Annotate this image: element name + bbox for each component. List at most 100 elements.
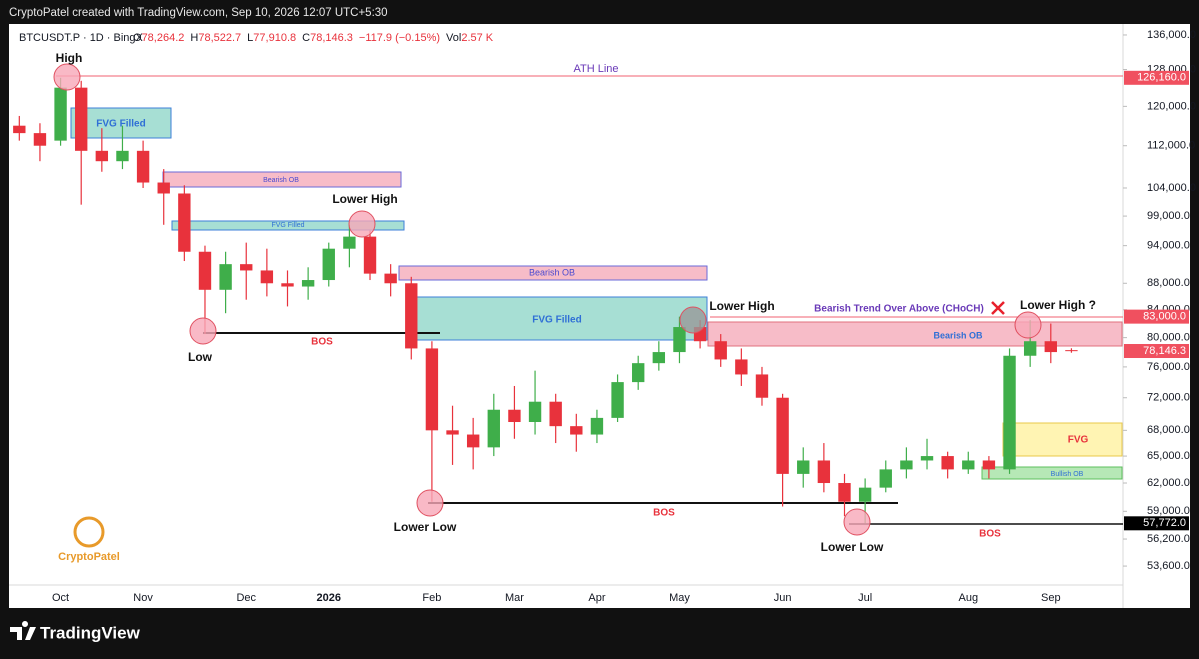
bearish-ob-zone <box>707 321 1123 347</box>
x-tick-label: Feb <box>422 592 441 604</box>
x-tick-label: Aug <box>958 592 978 604</box>
axes: 136,000.0128,000.0120,000.0112,000.0104,… <box>52 29 1196 604</box>
footer-logo: TradingView <box>10 621 141 642</box>
candle-body <box>941 456 954 470</box>
legend-value: 78,522.7 <box>198 32 241 44</box>
x-tick-label: Apr <box>588 592 605 604</box>
y-tick-label: 88,000.0 <box>1147 277 1190 289</box>
y-tick-label: 99,000.0 <box>1147 210 1190 222</box>
price-label: 57,772.0 <box>1143 517 1186 529</box>
candle-body <box>590 417 604 435</box>
bearish-ob-zone <box>162 171 402 188</box>
price-label-box <box>1124 309 1189 324</box>
legend-key: H <box>190 32 198 44</box>
zones <box>70 107 1123 480</box>
candle-body <box>487 409 500 448</box>
y-tick-label: 68,000.0 <box>1147 424 1190 436</box>
legend-key: Vol <box>446 32 461 44</box>
fvg-zone <box>70 107 172 139</box>
marker <box>1014 311 1042 339</box>
candle-body <box>652 352 666 364</box>
candle-body <box>178 193 191 252</box>
x-tick-label: Oct <box>52 592 69 604</box>
candle-body <box>136 150 150 183</box>
candle-body <box>260 270 274 284</box>
candle-body <box>962 460 975 470</box>
y-tick-label: 136,000.0 <box>1147 29 1196 41</box>
credit: CryptoPatel created with TradingView.com… <box>9 7 388 19</box>
annotation: BOS <box>979 529 1001 540</box>
price-label-box <box>1124 344 1189 359</box>
marker <box>53 63 81 91</box>
candle-body <box>281 283 294 287</box>
y-tick-label: 53,600.0 <box>1147 560 1190 572</box>
candle-body <box>776 397 789 474</box>
bullish-ob-zone <box>981 466 1123 480</box>
fvg-zone <box>1002 422 1123 457</box>
candle-body <box>240 264 253 271</box>
marker <box>189 317 217 345</box>
candle-body <box>611 382 624 418</box>
symbol: BTCUSDT.P · 1D · BingX <box>19 32 144 44</box>
candle-body <box>384 273 397 284</box>
candle-body <box>528 401 542 423</box>
annotation: Bearish OB <box>529 267 575 277</box>
x-tick-label: Nov <box>133 592 153 604</box>
y-tick-label: 112,000.0 <box>1147 140 1195 152</box>
x-tick-label: 2026 <box>317 592 341 604</box>
annotation: Bearish OB <box>933 330 983 340</box>
annotations: High ATH Line FVG Filled Bearish OB FVG Fill… <box>56 51 1096 563</box>
candle-body <box>1003 355 1016 470</box>
candle-body <box>1065 350 1078 352</box>
x-tick-label: Mar <box>505 592 524 604</box>
candles <box>13 77 1078 524</box>
annotation: ATH Line <box>573 63 618 75</box>
fvg-zone <box>171 220 405 231</box>
candle-body <box>570 426 583 435</box>
annotation: FVG Filled <box>96 119 145 130</box>
annotation: FVG <box>1068 435 1089 446</box>
candle-body <box>1044 341 1057 353</box>
candle-body <box>405 283 418 349</box>
candle-body <box>900 460 913 470</box>
annotation: Bearish Trend Over Above (CHoCH) <box>814 304 984 315</box>
candle-body <box>466 434 480 448</box>
logo-ring <box>73 516 105 548</box>
candle-body <box>343 236 356 249</box>
candle-body <box>75 87 88 151</box>
y-tick-label: 65,000.0 <box>1147 450 1190 462</box>
y-tick-label: 56,200.0 <box>1147 533 1190 545</box>
y-tick-label: 80,000.0 <box>1147 332 1190 344</box>
price-label: 78,146.3 <box>1143 345 1186 357</box>
brand: TradingView <box>40 623 141 642</box>
candle-body <box>157 182 170 194</box>
y-tick-label: 72,000.0 <box>1147 392 1190 404</box>
annotation: FVG Filled <box>271 222 304 229</box>
lines <box>56 75 1123 525</box>
annotation: FVG Filled <box>532 315 581 326</box>
candle-body <box>838 483 851 502</box>
annotation: Bullish OB <box>1051 471 1084 478</box>
candle-body <box>549 401 562 427</box>
candle-body <box>735 359 748 375</box>
candle-body <box>673 327 686 353</box>
y-tick-label: 104,000.0 <box>1147 182 1196 194</box>
candle-body <box>301 280 315 287</box>
x-tick-label: May <box>669 592 690 604</box>
annotation: BOS <box>311 337 333 348</box>
y-tick-label: 120,000.0 <box>1147 100 1196 112</box>
candle-body <box>982 460 996 470</box>
candle-body <box>33 133 47 146</box>
legend-value: 77,910.8 <box>253 32 296 44</box>
annotation: BOS <box>653 508 675 519</box>
ohlc-legend: O78,264.2 H78,522.7 L77,910.8 C78,146.3 −117… <box>133 32 494 44</box>
marker <box>843 508 871 536</box>
annotation: Lower High ? <box>1020 298 1096 312</box>
candle-body <box>198 251 212 290</box>
candle-body <box>920 456 934 461</box>
annotation: Lower High <box>709 299 774 313</box>
candle-body <box>425 348 439 431</box>
candle-body <box>755 374 769 398</box>
